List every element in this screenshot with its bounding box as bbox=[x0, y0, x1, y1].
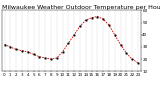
Text: Milwaukee Weather Outdoor Temperature per Hour (Last 24 Hours): Milwaukee Weather Outdoor Temperature pe… bbox=[2, 5, 160, 10]
